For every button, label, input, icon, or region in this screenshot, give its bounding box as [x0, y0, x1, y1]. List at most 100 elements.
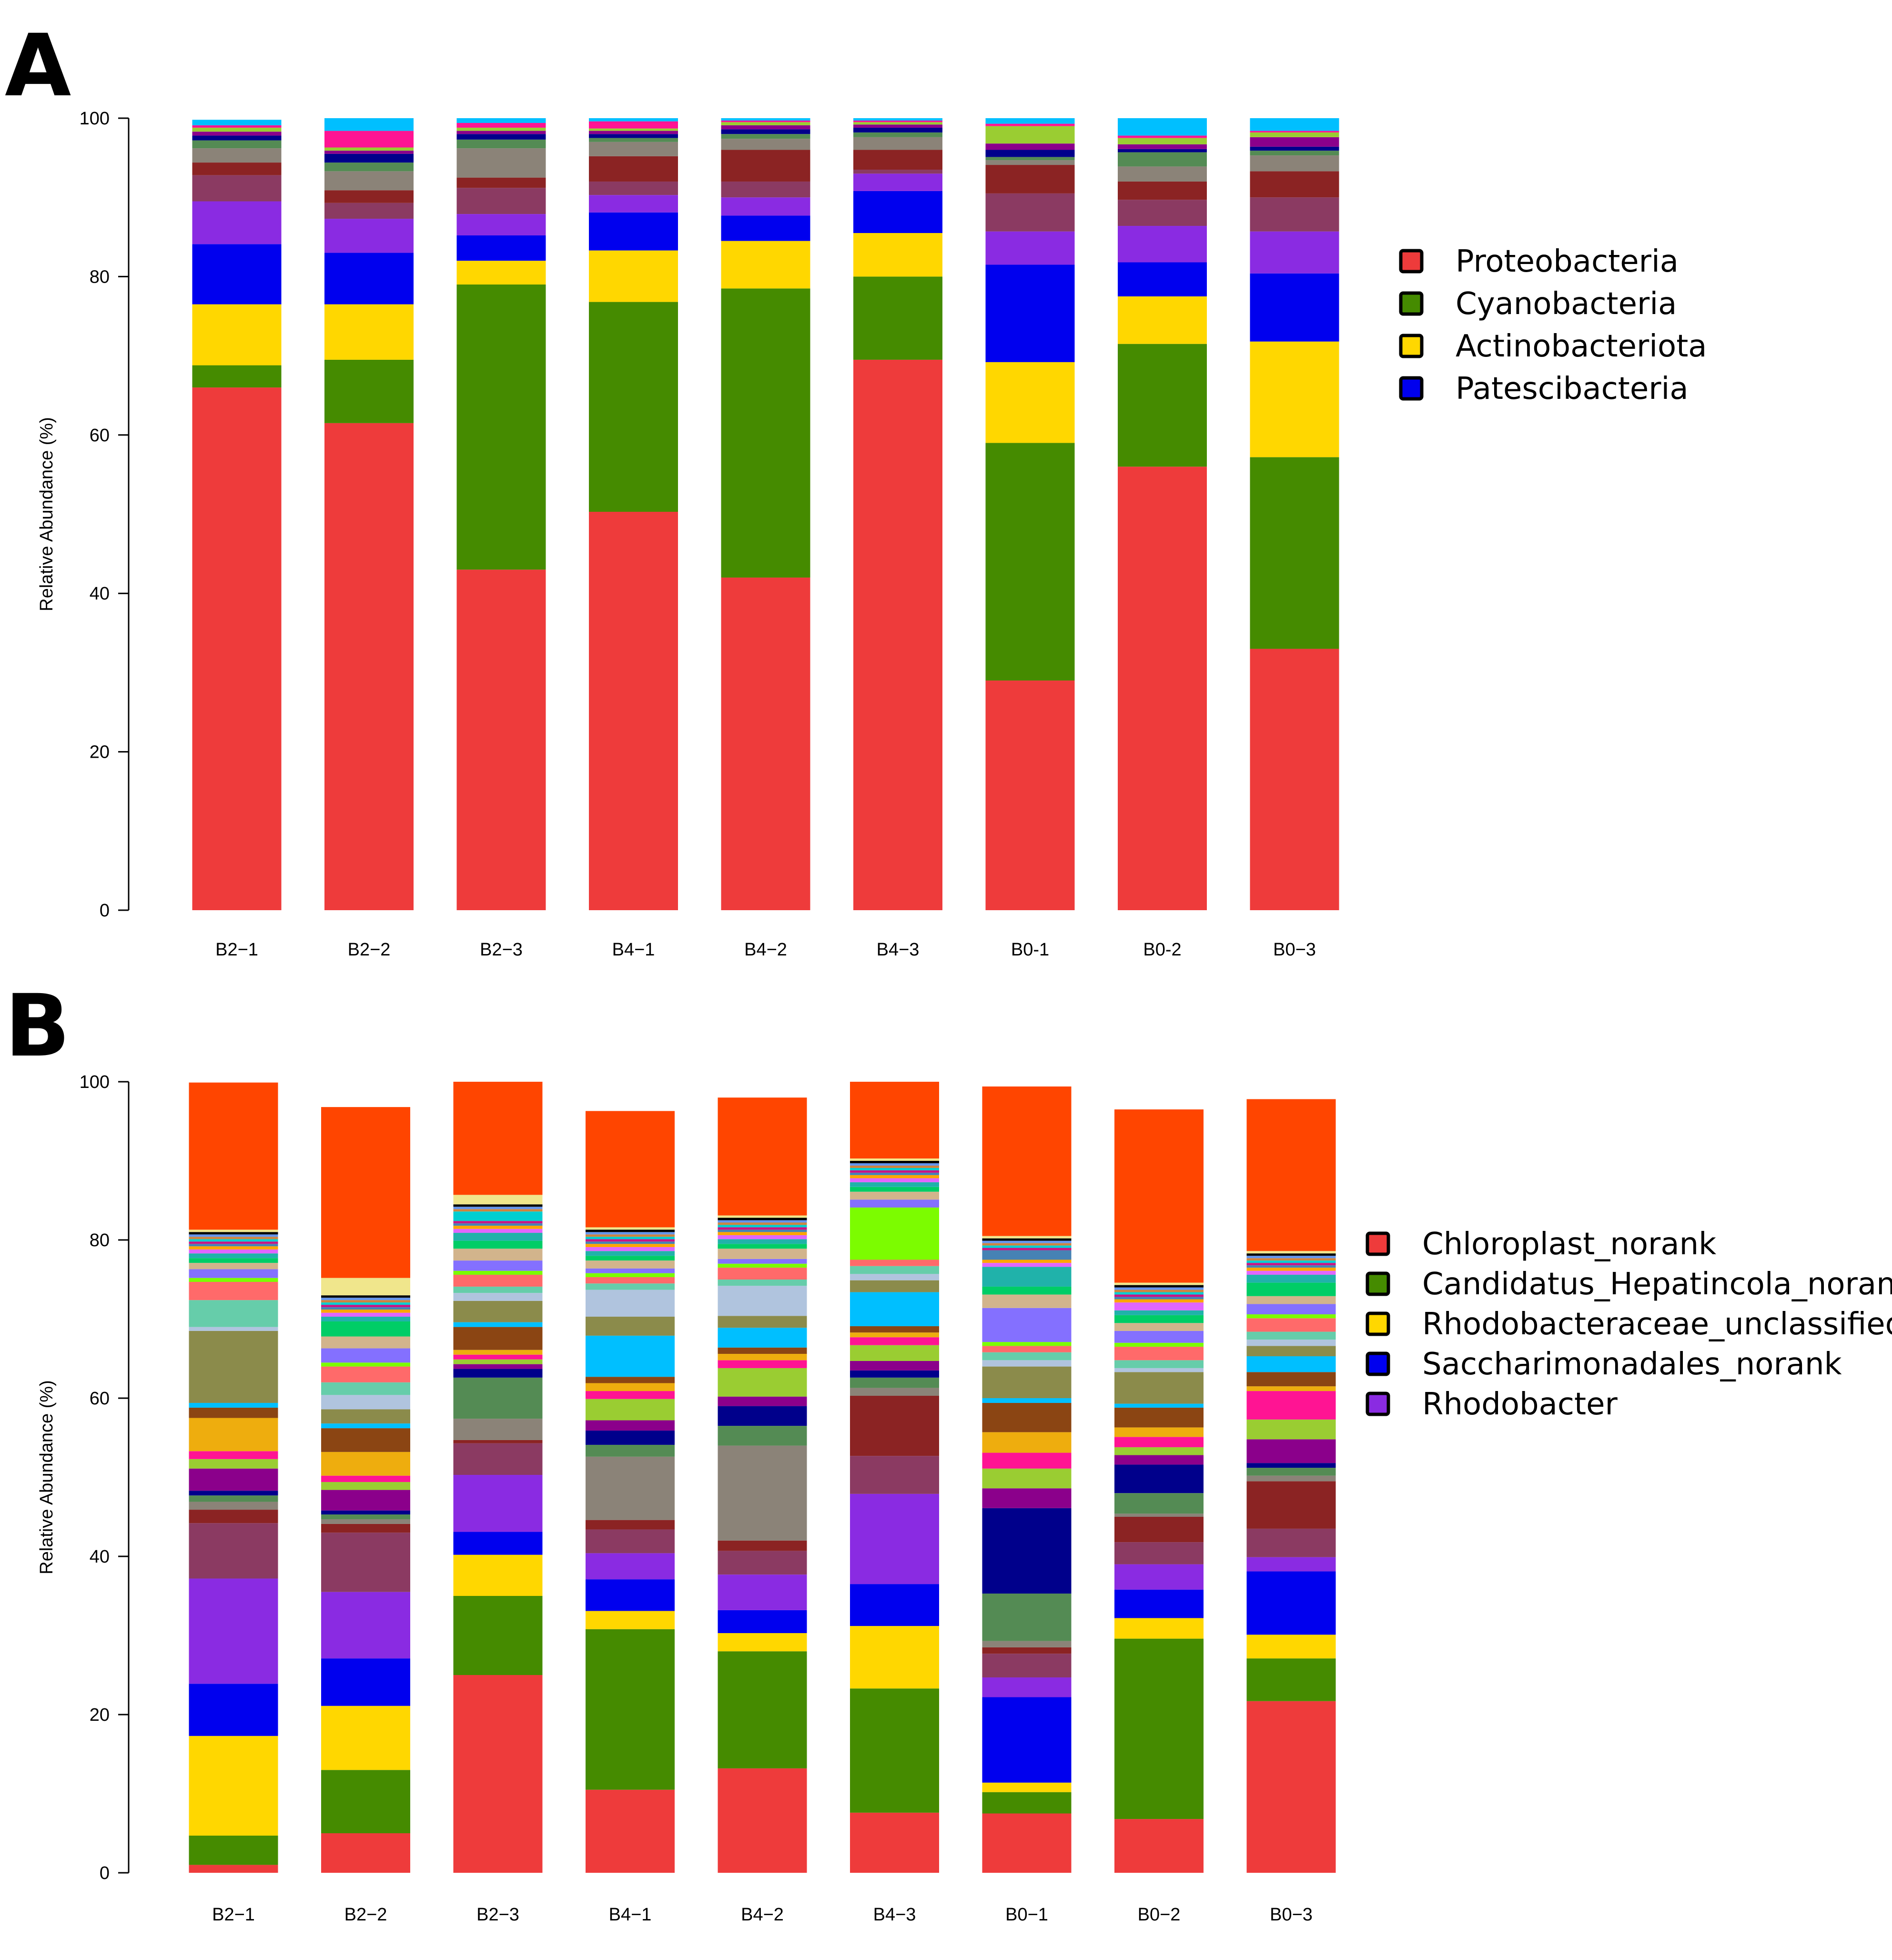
bar-segment	[718, 1225, 807, 1228]
bar-segment	[982, 1248, 1072, 1250]
bar-segment	[985, 165, 1075, 193]
bar-segment	[1114, 1513, 1204, 1517]
stacked-bar	[1118, 118, 1207, 910]
bar-segment	[321, 1395, 410, 1410]
y-tick-label: 80	[90, 1230, 110, 1250]
bar-segment	[456, 284, 546, 570]
bar-segment	[586, 1232, 675, 1235]
bar-segment	[1114, 1297, 1204, 1300]
bar-segment	[321, 1423, 410, 1429]
y-tick-label: 40	[90, 1547, 110, 1567]
bar-segment	[453, 1233, 543, 1241]
bar-segment	[586, 1399, 675, 1421]
bar-segment	[189, 1407, 278, 1418]
bar-segment	[321, 1278, 410, 1296]
bar-segment	[586, 1237, 675, 1239]
bar-segment	[453, 1229, 543, 1233]
bar-segment	[589, 142, 678, 156]
bar-segment	[850, 1337, 939, 1345]
bar-segment	[985, 193, 1075, 232]
bar-segment	[586, 1377, 675, 1383]
y-tick-label: 20	[90, 1705, 110, 1725]
bar-segment	[453, 1364, 543, 1369]
panel-b-chart: 0 20 40 60 80 100 Relative Abundance (%) B2−1 B2…	[37, 1072, 1336, 1925]
bar-segment	[321, 1348, 410, 1363]
bar-segment	[589, 138, 678, 142]
x-tick-label: B4−2	[741, 1905, 784, 1925]
panel-a-chart: 0 20 40 60 80 100 Relative Abundance (%) B2−1 B2…	[37, 109, 1339, 960]
bar-segment	[1114, 1109, 1204, 1283]
stacked-bar	[985, 118, 1075, 910]
bar-segment	[850, 1191, 939, 1200]
bar-segment	[453, 1249, 543, 1261]
panel-b-legend: Chloroplast_norank Candidatus_Hepatincola…	[1366, 1227, 1892, 1422]
x-tick-label: B2−3	[480, 940, 523, 960]
bar-segment	[850, 1688, 939, 1813]
bar-segment	[850, 1626, 939, 1689]
bar-segment	[453, 1359, 543, 1364]
x-tick-label: B4−3	[877, 940, 920, 960]
bar-segment	[982, 1360, 1072, 1367]
bar-segment	[1114, 1360, 1204, 1368]
bar-segment	[586, 1268, 675, 1273]
bar-segment	[721, 122, 810, 125]
bar-segment	[718, 1235, 807, 1239]
bar-segment	[985, 160, 1075, 165]
bar-segment	[718, 1268, 807, 1280]
bar-segment	[321, 1510, 410, 1515]
bar-segment	[850, 1493, 939, 1584]
stacked-bar	[321, 1107, 410, 1873]
bar-segment	[1114, 1294, 1204, 1297]
bar-segment	[586, 1431, 675, 1445]
y-tick-label: 20	[90, 742, 110, 762]
bar-segment	[192, 175, 282, 202]
bar-segment	[453, 1286, 543, 1293]
bar-segment	[982, 1641, 1072, 1647]
bar-segment	[192, 162, 282, 175]
bar-segment	[850, 1163, 939, 1166]
bar-segment	[718, 1347, 807, 1354]
bar-segment	[982, 1697, 1072, 1783]
bar-segment	[456, 214, 546, 235]
bar-segment	[324, 151, 414, 154]
legend-label: Candidatus_Hepatincola_norank	[1422, 1267, 1892, 1302]
bar-segment	[1246, 1296, 1336, 1304]
bar-segment	[1250, 151, 1339, 156]
bar-segment	[982, 1245, 1072, 1248]
legend-label: Proteobacteria	[1456, 244, 1679, 279]
bar-segment	[1250, 649, 1339, 910]
bar-segment	[850, 1280, 939, 1292]
bar-segment	[1246, 1265, 1336, 1268]
bar-segment	[1246, 1263, 1336, 1266]
bar-segment	[456, 148, 546, 178]
bar-segment	[718, 1220, 807, 1223]
bar-segment	[586, 1229, 675, 1232]
bar-segment	[985, 126, 1075, 144]
stacked-bar	[853, 118, 942, 911]
bar-segment	[586, 1247, 675, 1251]
bar-segment	[721, 129, 810, 134]
bar-segment	[1246, 1282, 1336, 1296]
bar-segment	[189, 1495, 278, 1502]
bar-segment	[321, 1658, 410, 1706]
stacked-bar	[982, 1086, 1072, 1873]
bar-segment	[189, 1451, 278, 1459]
legend-label: Rhodobacter	[1422, 1387, 1618, 1422]
bar-segment	[589, 512, 678, 910]
bar-segment	[982, 1263, 1072, 1267]
bar-segment	[189, 1244, 278, 1247]
bar-segment	[321, 1107, 410, 1278]
bar-segment	[1246, 1468, 1336, 1476]
bar-segment	[850, 1584, 939, 1626]
x-tick-label: B4−1	[609, 1905, 652, 1925]
bar-segment	[982, 1286, 1072, 1295]
y-tick-label: 80	[90, 267, 110, 287]
bar-segment	[189, 1502, 278, 1510]
bar-segment	[850, 1456, 939, 1494]
bar-segment	[853, 132, 942, 137]
bar-segment	[850, 1199, 939, 1208]
bar-segment	[1246, 1275, 1336, 1283]
legend-label: Rhodobacteraceae_unclassified	[1422, 1307, 1892, 1342]
bar-segment	[850, 1158, 939, 1161]
bar-segment	[1246, 1256, 1336, 1259]
